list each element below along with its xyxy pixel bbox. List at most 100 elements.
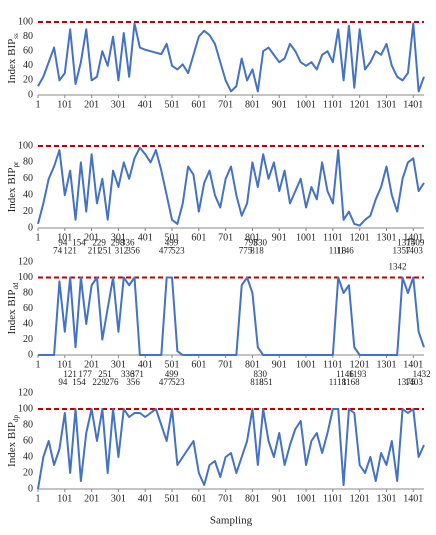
peak-label: 1146 (336, 246, 354, 256)
peak-label: 251 (98, 369, 112, 379)
peak-label: 795 (244, 238, 258, 248)
y-tick-label: 40 (23, 451, 33, 462)
x-tick-label: 1 (36, 232, 41, 243)
peak-label: 229 (92, 377, 106, 387)
y-axis-label-main: Index BIP (6, 290, 18, 335)
x-tick-label: 101 (57, 99, 72, 110)
peak-label: 336 (121, 238, 135, 248)
y-tick-label: 0 (28, 89, 33, 100)
peak-label: 276 (105, 377, 119, 387)
y-tick-label: 0 (28, 222, 33, 233)
x-tick-label: 701 (218, 359, 233, 370)
y-axis-label: Index BIPdd (6, 282, 20, 334)
x-tick-label: 1401 (403, 232, 423, 243)
y-tick-label: 80 (23, 419, 33, 430)
peak-label: 1193 (349, 369, 367, 379)
x-tick-label: 1201 (350, 99, 370, 110)
peak-label: 1403 (405, 246, 424, 256)
data-line (37, 22, 425, 93)
y-tick-label: 20 (23, 334, 33, 345)
x-tick-label: 1401 (403, 99, 423, 110)
y-tick-label: 60 (23, 45, 33, 56)
x-tick-label: 301 (111, 99, 126, 110)
x-tick-label: 801 (245, 99, 260, 110)
y-tick-label: 0 (28, 349, 33, 360)
x-tick-label: 901 (272, 99, 287, 110)
y-axis-label-subscript: ss (12, 33, 20, 39)
peak-label: 1375 (397, 238, 416, 248)
x-tick-label: 101 (57, 359, 72, 370)
x-tick-label: 901 (272, 359, 287, 370)
peak-label: 830 (253, 369, 267, 379)
peak-label: 94 (58, 377, 68, 387)
y-axis-label-subscript: dp (12, 415, 20, 423)
peak-label: 336 (121, 369, 135, 379)
y-tick-label: 80 (23, 157, 33, 168)
x-tick-label: 501 (165, 99, 180, 110)
x-tick-label: 501 (165, 359, 180, 370)
y-axis-label-subscript: pr (12, 161, 20, 168)
x-tick-label: 1101 (323, 359, 343, 370)
peak-label: 499 (165, 369, 179, 379)
y-tick-label: 40 (23, 189, 33, 200)
x-tick-label: 801 (245, 493, 260, 504)
peak-label: 94 (58, 238, 68, 248)
x-tick-label: 1301 (376, 232, 396, 243)
y-axis-label-main: Index BIP (6, 422, 18, 467)
x-tick-label: 301 (111, 493, 126, 504)
x-tick-label: 301 (111, 232, 126, 243)
x-tick-label: 301 (111, 359, 126, 370)
peak-label: 74 (53, 246, 63, 256)
x-tick-label: 1 (36, 493, 41, 504)
x-axis-label: Sampling (210, 515, 253, 527)
x-tick-label: 501 (165, 493, 180, 504)
x-tick-label: 201 (84, 359, 99, 370)
x-tick-label: 1301 (376, 359, 396, 370)
y-tick-label: 40 (23, 60, 33, 71)
x-tick-label: 1 (36, 99, 41, 110)
peak-label: 1146 (336, 369, 354, 379)
y-tick-label: 60 (23, 435, 33, 446)
y-tick-label: 40 (23, 318, 33, 329)
peak-label: 775 (239, 246, 253, 256)
y-tick-label: 60 (23, 303, 33, 314)
y-axis-label: Index BIPdp (6, 415, 20, 467)
y-tick-label: 100 (18, 16, 33, 27)
y-axis-label-main: Index BIP (6, 167, 18, 212)
y-tick-label: 20 (23, 206, 33, 217)
y-tick-label: 60 (23, 173, 33, 184)
peak-label: 818 (250, 246, 264, 256)
x-tick-label: 101 (57, 232, 72, 243)
peak-label: 477 (159, 246, 173, 256)
peak-label: 851 (259, 377, 273, 387)
peak-label: 477 (159, 377, 173, 387)
peak-label: 229 (92, 238, 106, 248)
x-tick-label: 1001 (296, 493, 316, 504)
y-tick-label: 120 (18, 387, 33, 398)
x-tick-label: 1 (36, 359, 41, 370)
x-tick-label: 401 (138, 232, 153, 243)
y-axis-label-main: Index BIP (6, 39, 18, 84)
x-tick-label: 1201 (350, 359, 370, 370)
x-tick-label: 1201 (350, 493, 370, 504)
x-tick-label: 1101 (323, 99, 343, 110)
x-tick-label: 401 (138, 359, 153, 370)
peak-label: 830 (253, 238, 267, 248)
x-tick-label: 601 (191, 99, 206, 110)
y-tick-label: 80 (23, 31, 33, 42)
x-tick-label: 1401 (403, 359, 423, 370)
data-line (38, 276, 425, 356)
peak-label: 523 (171, 377, 185, 387)
x-tick-label: 601 (191, 493, 206, 504)
x-tick-label: 601 (191, 232, 206, 243)
peak-label: 121 (63, 246, 77, 256)
data-line (37, 146, 425, 227)
x-tick-label: 1101 (323, 493, 343, 504)
x-tick-label: 201 (84, 99, 99, 110)
peak-label: 1409 (406, 238, 425, 248)
y-tick-label: 100 (18, 140, 33, 151)
peak-label: 356 (126, 246, 140, 256)
x-tick-label: 1001 (296, 359, 316, 370)
peak-label: 1375 (397, 377, 416, 387)
